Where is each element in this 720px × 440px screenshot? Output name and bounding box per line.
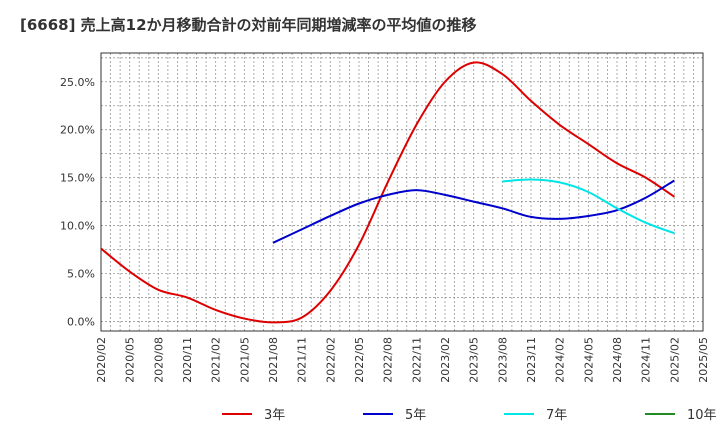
y-tick-label: 5.0%: [67, 267, 95, 280]
x-tick-label: 2024/02: [554, 337, 567, 383]
x-tick-label: 2023/05: [468, 337, 481, 383]
chart-title: [6668] 売上高12か月移動合計の対前年同期増減率の平均値の推移: [20, 16, 477, 34]
legend-label: 10年: [687, 408, 717, 423]
x-tick-label: 2025/05: [697, 337, 710, 383]
x-tick-label: 2024/08: [611, 337, 624, 383]
x-tick-label: 2023/02: [439, 337, 452, 383]
x-tick-label: 2024/11: [640, 337, 653, 383]
x-tick-label: 2021/08: [267, 337, 280, 383]
series-line-1: [100, 61, 675, 324]
legend-label: 7年: [546, 408, 567, 423]
x-tick-label: 2022/05: [353, 337, 366, 383]
x-tick-label: 2020/02: [95, 337, 108, 383]
x-tick-label: 2022/11: [410, 337, 423, 383]
y-tick-label: 20.0%: [60, 124, 95, 137]
legend-label: 3年: [264, 408, 285, 423]
y-tick-label: 10.0%: [60, 220, 95, 233]
x-tick-label: 2021/11: [296, 337, 309, 383]
x-tick-label: 2020/05: [124, 337, 137, 383]
x-tick-label: 2025/02: [668, 337, 681, 383]
series-line-2: [272, 179, 675, 244]
x-tick-label: 2024/05: [582, 337, 595, 383]
legend-label: 5年: [405, 408, 426, 423]
y-tick-label: 15.0%: [60, 172, 95, 185]
x-tick-label: 2023/11: [525, 337, 538, 383]
x-tick-label: 2022/02: [324, 337, 337, 383]
x-tick-label: 2020/11: [181, 337, 194, 383]
x-tick-label: 2020/08: [152, 337, 165, 383]
y-tick-label: 0.0%: [67, 315, 95, 328]
x-tick-label: 2021/02: [210, 337, 223, 383]
plot-area-frame: [100, 52, 704, 332]
series-line-3: [502, 178, 675, 235]
x-tick-label: 2023/08: [496, 337, 509, 383]
x-tick-label: 2021/05: [238, 337, 251, 383]
y-tick-label: 25.0%: [60, 76, 95, 89]
x-tick-label: 2022/08: [382, 337, 395, 383]
